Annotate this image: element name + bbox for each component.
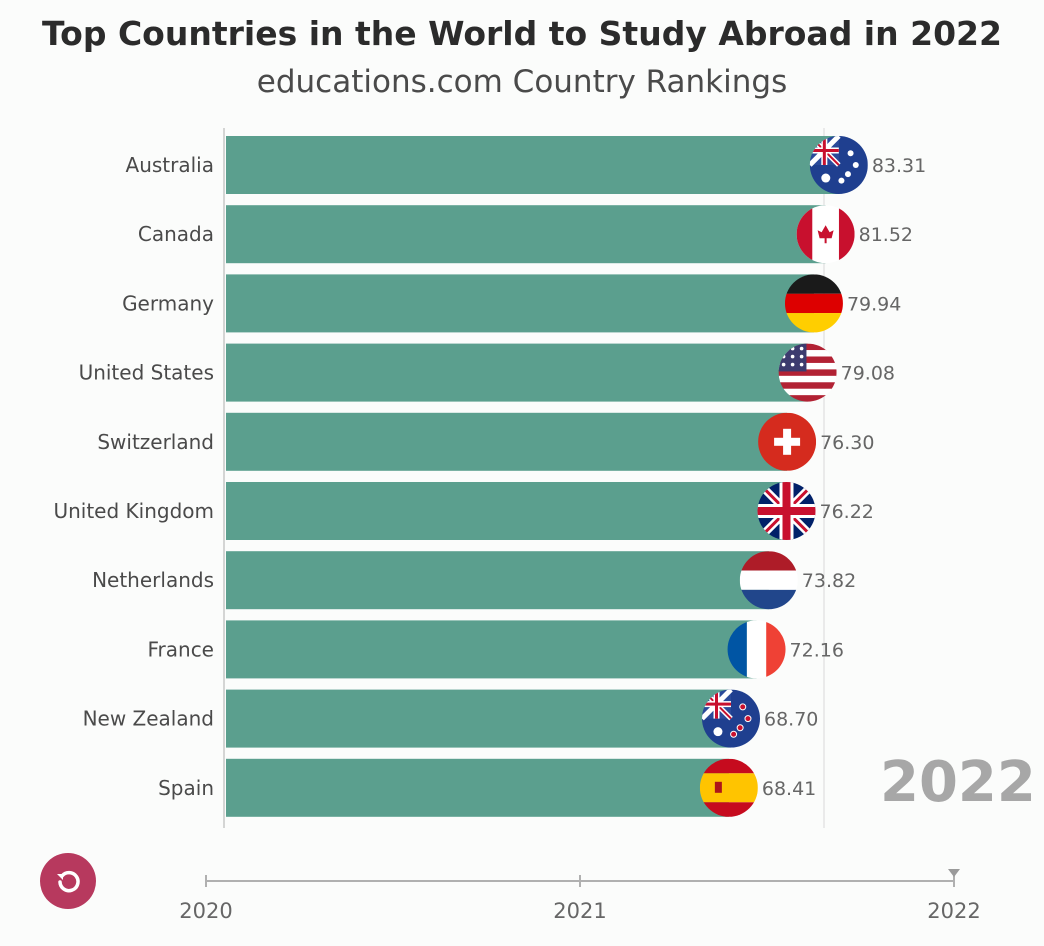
category-label: New Zealand: [83, 707, 214, 731]
bar: [226, 136, 839, 194]
netherlands-flag: [739, 551, 798, 610]
bar: [226, 758, 729, 817]
chart-title: Top Countries in the World to Study Abro…: [42, 14, 1002, 53]
chart-subtitle: educations.com Country Rankings: [256, 64, 788, 100]
timeline-handle: [948, 869, 960, 877]
timeline-tick-label: 2020: [179, 899, 232, 923]
bar: [226, 274, 814, 333]
category-label: France: [147, 637, 214, 661]
australia-flag: [809, 136, 868, 194]
value-label: 79.08: [841, 363, 895, 385]
bar: [226, 620, 757, 679]
switzerland-flag: [758, 412, 817, 471]
germany-flag: [784, 274, 843, 333]
canada-flag: [796, 205, 855, 264]
new-zealand-flag: [702, 689, 761, 748]
value-label: 72.16: [790, 639, 844, 661]
bar: [226, 343, 808, 402]
value-label: 81.52: [859, 224, 913, 246]
category-label: Australia: [126, 153, 214, 177]
france-flag: [727, 620, 786, 679]
category-label: Spain: [158, 776, 214, 800]
united-kingdom-flag: [757, 482, 816, 540]
year-stamp: 2022: [880, 750, 1036, 815]
value-label: 76.22: [820, 501, 874, 523]
replay-icon: [57, 870, 80, 893]
timeline-tick-label: 2022: [927, 899, 980, 923]
category-label: United Kingdom: [53, 499, 214, 523]
value-label: 83.31: [872, 155, 926, 177]
bar: [226, 412, 788, 471]
value-label: 68.70: [764, 709, 818, 731]
category-label: Canada: [138, 222, 214, 246]
value-label: 68.41: [762, 778, 816, 800]
value-label: 79.94: [847, 293, 901, 315]
bar: [226, 482, 787, 540]
category-label: Switzerland: [97, 430, 214, 454]
category-label: Netherlands: [92, 568, 214, 592]
timeline-tick-label: 2021: [553, 899, 606, 923]
value-label: 76.30: [820, 432, 874, 454]
value-label: 73.82: [802, 570, 856, 592]
bar: [226, 205, 826, 264]
bar: [226, 689, 732, 748]
replay-button[interactable]: [40, 853, 96, 909]
bar: [226, 551, 769, 610]
category-label: United States: [79, 361, 214, 385]
category-label: Germany: [122, 291, 214, 315]
